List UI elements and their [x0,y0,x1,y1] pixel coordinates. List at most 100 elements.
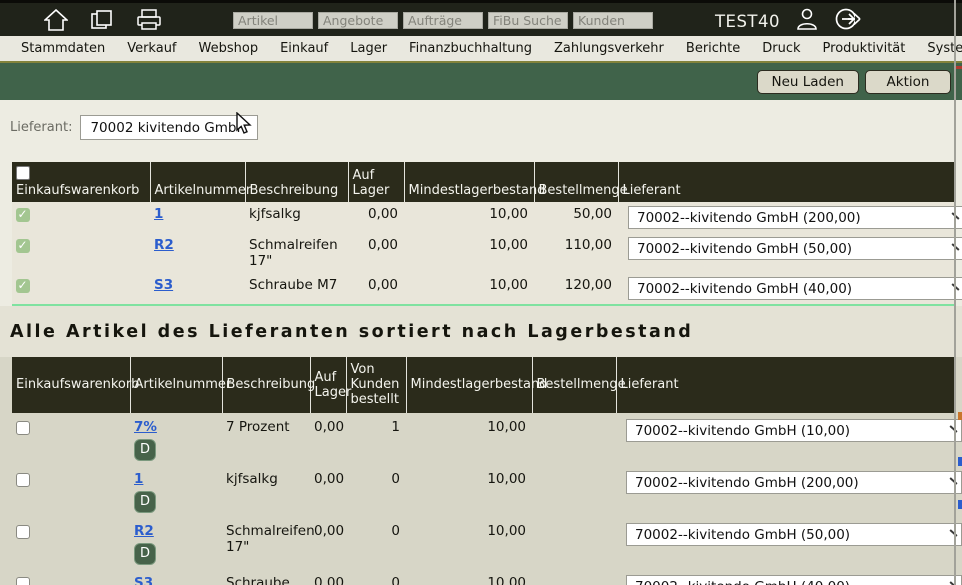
vendor-select[interactable]: 70002--kivitendo GmbH (50,00) [628,237,962,260]
customer-ordered-value: 0 [391,523,400,539]
article-link[interactable]: R2 [154,237,174,253]
row-checkbox[interactable] [16,278,30,293]
min-stock-value: 10,00 [489,237,528,253]
row-checkbox[interactable] [16,238,30,253]
article-link[interactable]: 7% [134,419,157,435]
min-stock-value: 10,00 [487,419,526,435]
menu-einkauf[interactable]: Einkauf [280,41,329,56]
einkaufswarenkorb-table: Einkaufswarenkorb Artikelnummer Beschrei… [12,162,962,306]
menu-druck[interactable]: Druck [762,41,801,56]
article-link[interactable]: S3 [134,575,154,585]
table-row: 1 kjfsalkg 0,00 10,00 50,00 70002--kivit… [12,202,962,233]
row-checkbox[interactable] [16,207,30,222]
menu-system[interactable]: System [927,41,962,56]
order-qty-value [532,569,616,585]
on-stock-value: 0,00 [367,237,398,253]
order-qty-value [532,413,616,465]
menu-lager[interactable]: Lager [350,41,388,56]
right-edge-red-mark [956,66,962,69]
vendor-select[interactable]: 70002--kivitendo GmbH (200,00) [626,471,962,494]
col-bestellmenge: Bestellmenge [532,357,626,413]
article-description: Schmalreifen 17" [249,237,338,269]
table-row: R2 D Schmalreifen 17" 0,00 0 10,00 70002-… [12,517,962,569]
customer-ordered-value: 1 [391,419,400,435]
search-artikel-input[interactable] [233,12,313,29]
article-link[interactable]: S3 [154,277,174,293]
print-icon[interactable] [136,8,162,31]
col-mindestlagerbestand: Mindestlagerbestand [404,162,545,202]
col-lieferant: Lieferant [618,162,955,202]
article-description: kjfsalkg [249,206,301,222]
search-angebote-input[interactable] [318,12,398,29]
col-von-kunden-bestellt: Von Kunden bestellt [346,357,407,413]
details-badge-button[interactable]: D [134,543,156,565]
min-stock-value: 10,00 [487,575,526,585]
article-description: Schmalreifen 17" [226,523,315,555]
menu-zahlungsverkehr[interactable]: Zahlungsverkehr [553,41,664,56]
row-checkbox[interactable] [16,421,30,435]
row-checkbox[interactable] [16,473,30,487]
search-auftraege-input[interactable] [403,12,483,29]
on-stock-value: 0,00 [314,419,345,435]
article-description: 7 Prozent [226,419,290,435]
menu-webshop[interactable]: Webshop [198,41,259,56]
quick-search-bar [233,12,653,29]
right-edge-cutoff-mark [958,457,962,466]
customer-ordered-value: 0 [391,471,400,487]
table-row: 1 D kjfsalkg 0,00 0 10,00 70002--kivitend… [12,465,962,517]
logout-icon[interactable] [834,7,862,35]
details-badge-button[interactable]: D [134,439,156,461]
on-stock-value: 0,00 [314,523,345,539]
search-kunden-input[interactable] [573,12,653,29]
right-edge-cutoff-mark [958,412,962,420]
vendor-select[interactable]: 70002--kivitendo GmbH (50,00) [626,523,962,546]
vendor-select[interactable]: 70002--kivitendo GmbH (200,00) [628,206,962,229]
on-stock-value: 0,00 [367,277,398,293]
col-lieferant: Lieferant [616,357,955,413]
article-link[interactable]: 1 [154,206,164,222]
vendor-select[interactable]: 70002--kivitendo GmbH (40,00) [628,277,962,300]
menu-produktivitaet[interactable]: Produktivität [822,41,906,56]
lieferant-input[interactable] [80,115,259,140]
order-qty-value [532,517,616,569]
home-icon[interactable] [44,8,68,31]
col-einkaufswarenkorb: Einkaufswarenkorb [12,162,151,202]
col-beschreibung: Beschreibung [222,357,315,413]
menu-verkauf[interactable]: Verkauf [127,41,177,56]
min-stock-value: 10,00 [489,277,528,293]
vendor-select[interactable]: 70002--kivitendo GmbH (40,00) [626,575,962,585]
article-link[interactable]: R2 [134,523,154,539]
search-fibu-input[interactable] [488,12,568,29]
order-qty-value: 120,00 [564,277,612,293]
page-title: Alle Artikel des Lieferanten sortiert na… [10,321,694,342]
order-qty-value [532,465,616,517]
select-all-checkbox[interactable] [16,166,30,180]
on-stock-value: 0,00 [367,206,398,222]
min-stock-value: 10,00 [489,206,528,222]
article-link[interactable]: 1 [134,471,144,487]
row-checkbox[interactable] [16,577,30,585]
order-qty-value: 50,00 [573,206,612,222]
article-description: kjfsalkg [226,471,278,487]
mouse-cursor [235,111,253,140]
menu-berichte[interactable]: Berichte [685,41,741,56]
user-icon[interactable] [796,7,818,35]
on-stock-value: 0,00 [314,471,345,487]
lieferant-label: Lieferant: [10,120,73,135]
aktion-button[interactable]: Aktion [865,69,951,94]
menu-stammdaten[interactable]: Stammdaten [21,41,106,56]
neu-laden-button[interactable]: Neu Laden [756,69,859,94]
row-checkbox[interactable] [16,525,30,539]
action-band: Neu Laden Aktion [0,63,962,100]
col-artikelnummer: Artikelnummer [150,162,251,202]
col-beschreibung: Beschreibung [245,162,349,202]
menu-finanzbuchhaltung[interactable]: Finanzbuchhaltung [409,41,532,56]
details-badge-button[interactable]: D [134,491,156,513]
table-row: 7% D 7 Prozent 0,00 1 10,00 70002--kivite… [12,413,962,465]
vendor-select[interactable]: 70002--kivitendo GmbH (10,00) [626,419,962,442]
customer-ordered-value: 0 [391,575,400,585]
copy-windows-icon[interactable] [90,9,114,31]
main-menu: Stammdaten Verkauf Webshop Einkauf Lager… [0,36,962,63]
min-stock-value: 10,00 [487,523,526,539]
